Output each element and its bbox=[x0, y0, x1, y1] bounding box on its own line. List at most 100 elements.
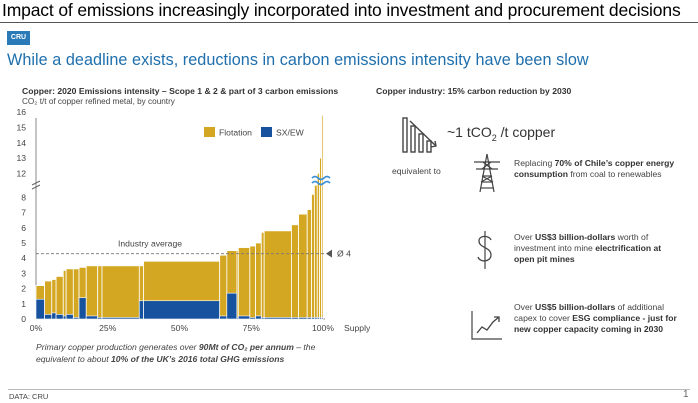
footnote-text: – the equivalent to about bbox=[36, 342, 316, 364]
flotation-bar bbox=[85, 265, 99, 320]
sxew-bar bbox=[321, 317, 324, 320]
flotation-bar bbox=[219, 254, 228, 320]
right-panel-title: Copper industry: 15% carbon reduction by… bbox=[376, 86, 572, 96]
flotation-bar bbox=[101, 265, 140, 320]
y-tick-label: 4 bbox=[21, 253, 26, 263]
flotation-bar bbox=[249, 245, 256, 320]
y-tick-label: 15 bbox=[16, 122, 26, 132]
flotation-bar bbox=[97, 265, 103, 320]
chart-break-wave bbox=[311, 180, 331, 186]
x-axis-label: Supply bbox=[344, 323, 371, 333]
sxew-bar bbox=[78, 297, 87, 320]
flotation-bar bbox=[65, 268, 74, 320]
fact-text: Over bbox=[514, 302, 536, 312]
legend-swatch-flotation bbox=[204, 127, 215, 137]
y-tick-label: 3 bbox=[21, 268, 26, 278]
flotation-bar bbox=[260, 231, 265, 320]
chart-break-wave bbox=[311, 175, 331, 181]
flotation-bar bbox=[255, 242, 262, 320]
sxew-bar bbox=[255, 315, 262, 320]
y-tick-label: 12 bbox=[16, 168, 26, 178]
headline: While a deadline exists, reductions in c… bbox=[7, 51, 589, 69]
y-tick-label: 5 bbox=[21, 238, 26, 248]
chart-title: Copper: 2020 Emissions intensity – Scope… bbox=[22, 86, 339, 96]
flotation-bar bbox=[306, 209, 312, 320]
sxew-bar bbox=[44, 314, 53, 320]
flotation-bar bbox=[237, 247, 251, 320]
flotation-bar bbox=[291, 224, 300, 320]
y-tick-label: 16 bbox=[16, 107, 26, 117]
industry-average-label: Industry average bbox=[118, 239, 182, 249]
data-source: DATA: CRU bbox=[9, 392, 49, 401]
y-tick-label: 0 bbox=[21, 314, 26, 324]
sxew-bar bbox=[139, 300, 144, 320]
axis-break-mark bbox=[31, 180, 41, 186]
x-tick-label: 50% bbox=[171, 323, 189, 333]
sxew-bar bbox=[219, 315, 228, 320]
sxew-bar bbox=[249, 317, 256, 320]
fact-text: from coal to renewables bbox=[567, 169, 662, 179]
legend-swatch-sxew bbox=[261, 127, 272, 137]
sxew-bar bbox=[263, 317, 292, 320]
sxew-bar bbox=[314, 317, 318, 320]
page-title: Impact of emissions increasingly incorpo… bbox=[2, 0, 681, 20]
fact-bold: US$3 billion-dollars bbox=[535, 232, 616, 242]
footnote-bold: 90Mt of CO₂ per annum bbox=[198, 342, 294, 352]
title-divider bbox=[0, 22, 698, 23]
x-tick-label: 25% bbox=[99, 323, 117, 333]
page-number: 1 bbox=[683, 389, 689, 400]
dollar-icon bbox=[477, 231, 492, 269]
legend-label-sxew: SX/EW bbox=[276, 128, 305, 138]
flotation-bar bbox=[62, 269, 67, 320]
flotation-bar bbox=[263, 230, 292, 320]
sxew-bar bbox=[298, 317, 308, 320]
flotation-bar bbox=[55, 276, 64, 320]
fact-bold: electrification at open pit mines bbox=[514, 243, 662, 264]
chart-line-icon bbox=[471, 311, 502, 340]
sxew-bar bbox=[260, 317, 265, 320]
flotation-bar bbox=[72, 268, 80, 320]
fact-text: Replacing bbox=[514, 158, 555, 168]
equivalent-label: equivalent to bbox=[392, 166, 441, 176]
sxew-bar bbox=[143, 300, 220, 320]
sxew-bar bbox=[35, 298, 45, 320]
sxew-bar bbox=[306, 317, 312, 320]
sxew-bar bbox=[55, 314, 64, 320]
fact-electrification: Over US$3 billion-dollars worth of inves… bbox=[514, 232, 684, 265]
flotation-bar bbox=[313, 184, 318, 320]
fact-chile-energy: Replacing 70% of Chile’s copper energy c… bbox=[514, 158, 684, 180]
declining-bars-icon bbox=[402, 117, 437, 153]
target-prefix: ~1 tCO bbox=[447, 124, 492, 140]
flotation-bar bbox=[311, 193, 315, 320]
axis-break-mark bbox=[31, 184, 41, 190]
sxew-bar bbox=[97, 317, 103, 320]
fact-text: worth of investment into mine bbox=[514, 232, 649, 253]
legend-label-flotation: Flotation bbox=[219, 128, 252, 138]
sxew-bar bbox=[226, 292, 238, 320]
sxew-bar bbox=[51, 312, 57, 320]
y-tick-label: 7 bbox=[21, 208, 26, 218]
x-tick-label: 0% bbox=[30, 323, 43, 333]
fact-bold: ESG compliance - just for new copper cap… bbox=[514, 313, 677, 334]
sxew-bar bbox=[62, 315, 67, 320]
y-tick-label: 8 bbox=[21, 192, 26, 202]
sxew-bar bbox=[291, 317, 299, 320]
flotation-bar bbox=[44, 280, 53, 320]
carbon-target-text: ~1 tCO2 /t copper bbox=[447, 124, 555, 143]
y-tick-label: 6 bbox=[21, 223, 26, 233]
average-marker-arrow bbox=[326, 249, 332, 258]
sxew-bar bbox=[101, 317, 140, 320]
cru-logo: CRU bbox=[7, 31, 30, 45]
flotation-bar bbox=[298, 213, 308, 320]
x-tick-label: 100% bbox=[312, 323, 334, 333]
chart-y-unit-label: CO₂ t/t of copper refined metal, by coun… bbox=[22, 97, 175, 106]
average-marker-label: Ø 4 bbox=[337, 249, 351, 259]
chart-footnote: Primary copper production generates over… bbox=[36, 342, 336, 365]
fact-bold: US$5 billion-dollars bbox=[535, 302, 616, 312]
y-tick-label: 13 bbox=[16, 153, 26, 163]
footnote-text: Primary copper production generates over bbox=[36, 342, 199, 352]
power-pylon-icon bbox=[474, 153, 500, 193]
fact-text: of additional capex to cover bbox=[514, 302, 664, 323]
